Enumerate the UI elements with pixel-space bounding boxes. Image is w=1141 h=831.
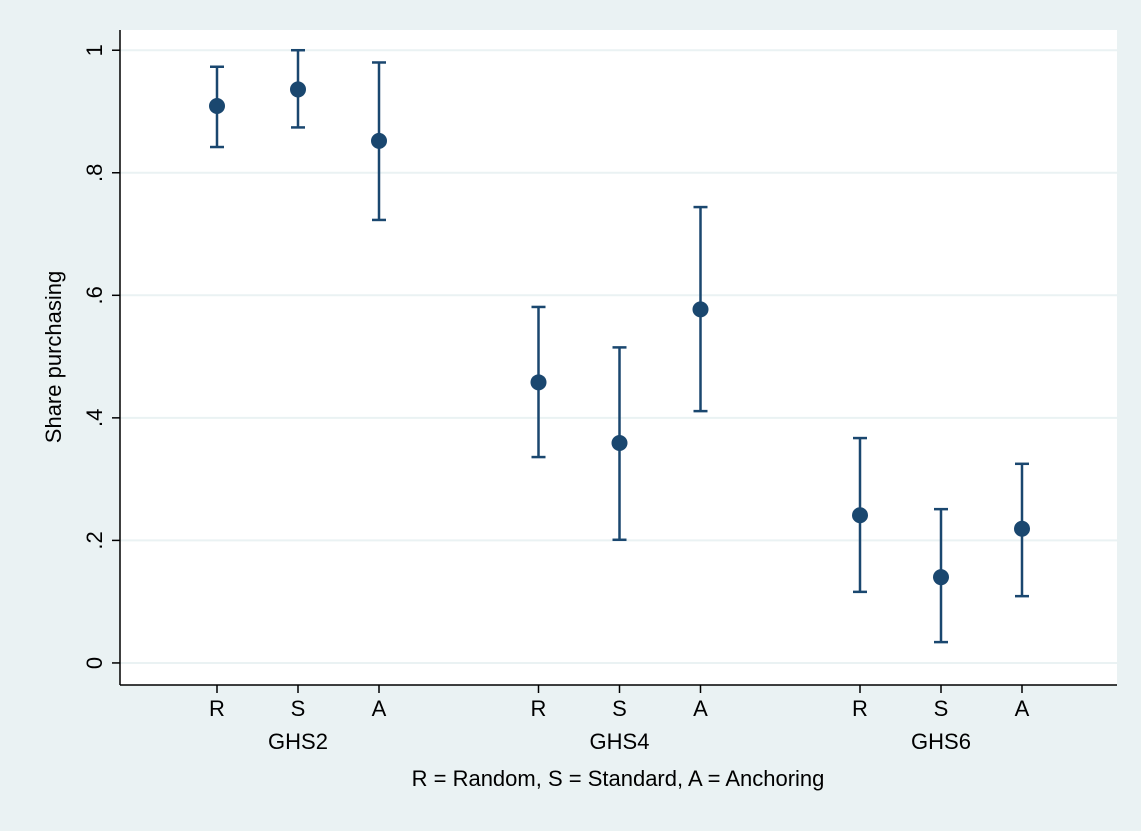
point [933,569,949,586]
point [1014,520,1030,537]
y-tick-label: .2 [82,531,107,549]
x-tick-label: S [291,696,306,721]
point [371,132,387,149]
x-tick-label: R [209,696,225,721]
point [852,507,868,524]
x-tick-label: A [693,696,708,721]
x-tick-label: A [1015,696,1030,721]
y-tick-label: .6 [82,286,107,304]
point [290,81,306,98]
point [209,97,225,114]
group-label: GHS6 [911,729,971,754]
x-axis-title: R = Random, S = Standard, A = Anchoring [412,766,825,791]
x-tick-label: S [934,696,949,721]
x-tick-label: R [531,696,547,721]
point [611,434,628,451]
y-tick-label: 0 [82,657,107,669]
y-tick-label: .4 [82,409,107,427]
y-tick-label: 1 [82,44,107,56]
x-tick-label: A [372,696,387,721]
y-axis-title: Share purchasing [41,271,66,443]
group-label: GHS4 [590,729,650,754]
x-tick-label: S [612,696,627,721]
point [530,374,547,391]
y-tick-label: .8 [82,164,107,182]
group-label: GHS2 [268,729,328,754]
x-tick-label: R [852,696,868,721]
point [692,301,709,318]
